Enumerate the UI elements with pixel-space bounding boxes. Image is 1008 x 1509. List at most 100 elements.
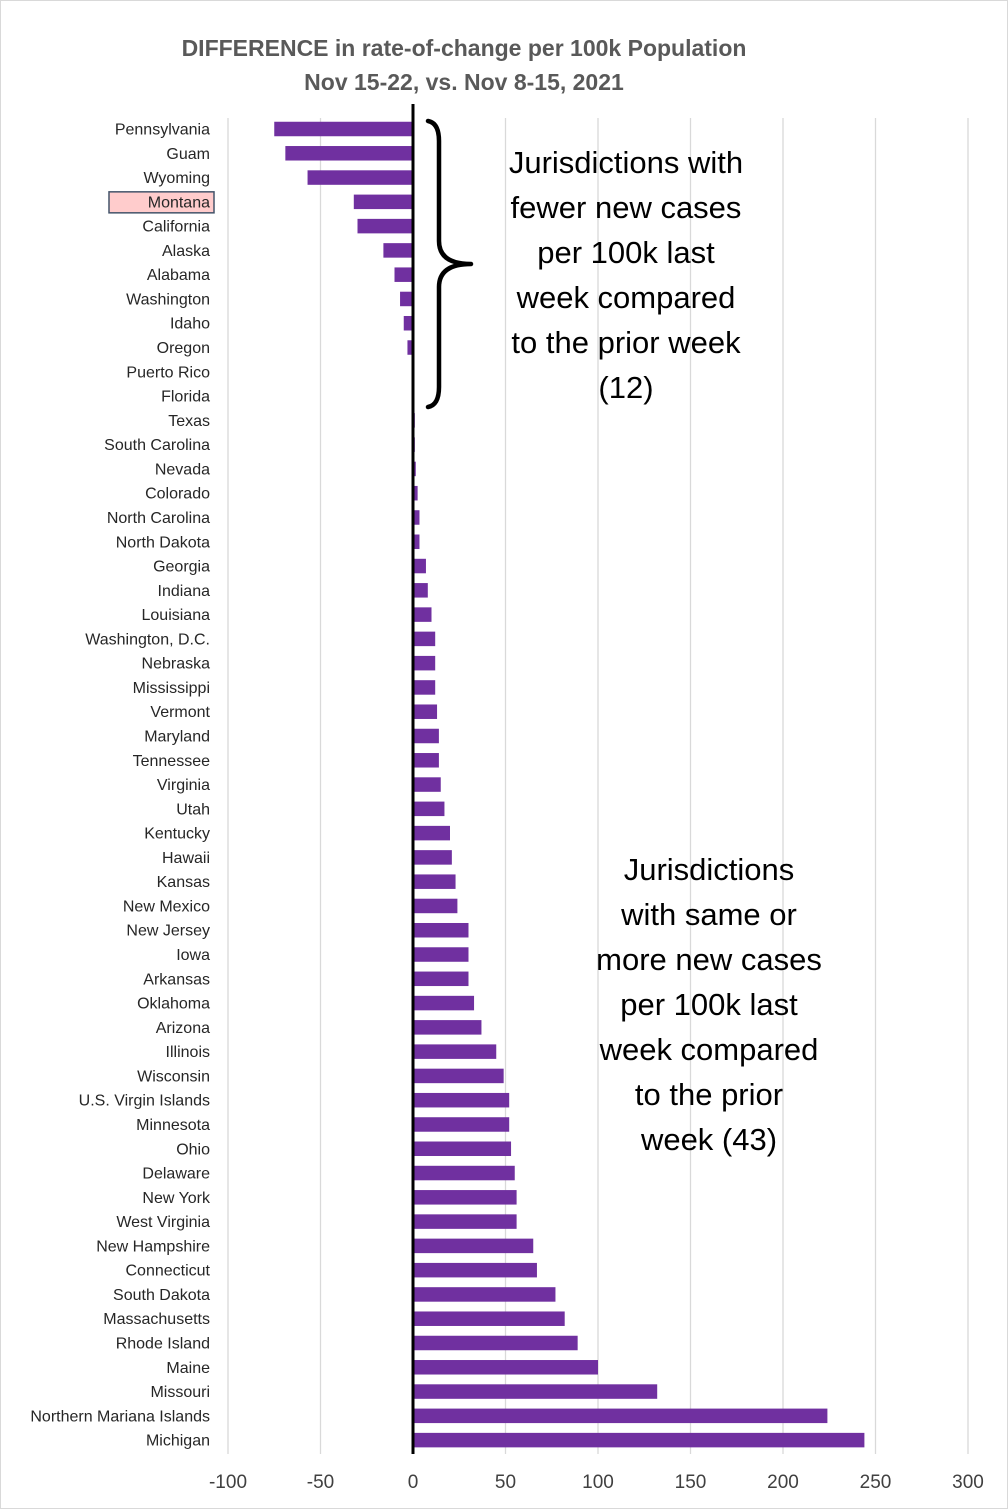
bar-missouri [413, 1384, 658, 1399]
bar-kentucky [413, 825, 450, 841]
category-label-kentucky: Kentucky [144, 826, 210, 843]
annotation-line: more new cases [596, 942, 822, 977]
category-label-alabama: Alabama [147, 267, 210, 284]
bar-alaska [383, 243, 413, 258]
bar-arkansas [413, 971, 469, 987]
x-tick-label: -100 [209, 1472, 247, 1493]
bar-north-carolina [413, 510, 420, 525]
category-label-south-dakota: South Dakota [113, 1287, 210, 1304]
category-label-idaho: Idaho [170, 316, 210, 333]
bar-wisconsin [413, 1068, 504, 1084]
bar-north-dakota [413, 534, 420, 550]
category-label-tennessee: Tennessee [133, 753, 210, 770]
category-label-wyoming: Wyoming [143, 170, 210, 187]
annotation-line: (12) [598, 370, 653, 405]
highlight-box-montana [108, 191, 215, 214]
category-label-washington-d-c: Washington, D.C. [85, 631, 210, 648]
curly-brace [425, 118, 474, 410]
category-label-guam: Guam [166, 146, 210, 163]
category-label-nebraska: Nebraska [142, 656, 211, 673]
bar-illinois [413, 1044, 497, 1059]
category-label-alaska: Alaska [162, 243, 210, 260]
annotation-line: per 100k last [620, 987, 798, 1022]
annotation-line: week compared [516, 280, 736, 315]
category-label-mississippi: Mississippi [133, 680, 210, 697]
category-label-vermont: Vermont [150, 704, 210, 721]
x-tick-label: 150 [675, 1472, 707, 1493]
bar-new-mexico [413, 898, 458, 914]
category-label-illinois: Illinois [166, 1044, 210, 1061]
bar-alabama [394, 267, 413, 282]
bar-new-york [413, 1190, 517, 1205]
category-label-west-virginia: West Virginia [116, 1214, 210, 1231]
category-label-puerto-rico: Puerto Rico [126, 364, 210, 381]
x-tick-label: 250 [860, 1472, 892, 1493]
chart-title: DIFFERENCE in rate-of-change per 100k Po… [182, 35, 747, 61]
bar-delaware [413, 1165, 515, 1181]
category-label-north-dakota: North Dakota [116, 534, 210, 551]
bar-u-s-virgin-islands [413, 1092, 510, 1108]
bar-pennsylvania [274, 121, 413, 137]
category-labels: Pennsylvania Guam Wyoming Montana California… [30, 122, 215, 1450]
category-label-ohio: Ohio [176, 1141, 210, 1158]
bar-minnesota [413, 1117, 510, 1132]
category-label-hawaii: Hawaii [162, 850, 210, 867]
category-label-nevada: Nevada [155, 461, 210, 478]
bar-west-virginia [413, 1214, 517, 1229]
x-tick-label: -50 [307, 1472, 334, 1493]
category-label-montana: Montana [148, 194, 210, 211]
bar-oklahoma [413, 995, 475, 1011]
category-label-kansas: Kansas [157, 874, 210, 891]
category-label-iowa: Iowa [176, 947, 210, 964]
bar-south-dakota [413, 1287, 556, 1302]
category-label-u-s-virgin-islands: U.S. Virgin Islands [79, 1093, 210, 1110]
annotation-decrease: Jurisdictions with fewer new cases per 100… [509, 145, 743, 405]
bar-northern-mariana-islands [413, 1408, 828, 1424]
bar-guam [285, 146, 413, 161]
annotation-line: Jurisdictions [624, 852, 795, 887]
x-tick-label: 50 [495, 1472, 516, 1493]
annotation-line: Jurisdictions with [509, 145, 743, 180]
bar-washington [400, 291, 413, 307]
bar-kansas [413, 874, 456, 889]
category-label-georgia: Georgia [153, 559, 210, 576]
bar-maryland [413, 728, 439, 744]
bar-new-jersey [413, 922, 469, 938]
category-label-colorado: Colorado [145, 486, 210, 503]
bar-utah [413, 801, 445, 817]
bar-vermont [413, 704, 438, 719]
category-label-indiana: Indiana [158, 583, 211, 600]
category-label-arkansas: Arkansas [143, 971, 210, 988]
category-label-south-carolina: South Carolina [104, 437, 210, 454]
category-label-northern-mariana-islands: Northern Mariana Islands [30, 1408, 210, 1425]
category-label-delaware: Delaware [142, 1166, 210, 1183]
bar-virginia [413, 777, 441, 792]
annotation-line: to the prior week [511, 325, 741, 360]
x-tick-label: 0 [408, 1472, 419, 1493]
bar-georgia [413, 558, 426, 574]
category-label-virginia: Virginia [157, 777, 210, 794]
bar-iowa [413, 947, 469, 962]
x-tick-label: 200 [767, 1472, 799, 1493]
category-label-north-carolina: North Carolina [107, 510, 210, 527]
bar-washington-d-c [413, 631, 436, 647]
bar-louisiana [413, 607, 432, 622]
category-label-new-hampshire: New Hampshire [96, 1238, 210, 1255]
category-label-new-mexico: New Mexico [123, 898, 210, 915]
x-tick-label: 300 [952, 1472, 984, 1493]
bar-idaho [403, 315, 413, 331]
annotation-line: week (43) [640, 1122, 777, 1157]
category-label-utah: Utah [176, 801, 210, 818]
category-label-minnesota: Minnesota [136, 1117, 210, 1134]
bar-tennessee [413, 753, 439, 768]
category-label-new-jersey: New Jersey [126, 923, 210, 940]
bar-ohio [413, 1141, 512, 1157]
bar-arizona [413, 1020, 482, 1035]
annotation-line: to the prior [635, 1077, 783, 1112]
bar-rhode-island [413, 1335, 578, 1351]
annotation-increase: Jurisdictions with same or more new cases p… [596, 852, 822, 1157]
bars [274, 104, 865, 1454]
bar-mississippi [413, 680, 436, 695]
